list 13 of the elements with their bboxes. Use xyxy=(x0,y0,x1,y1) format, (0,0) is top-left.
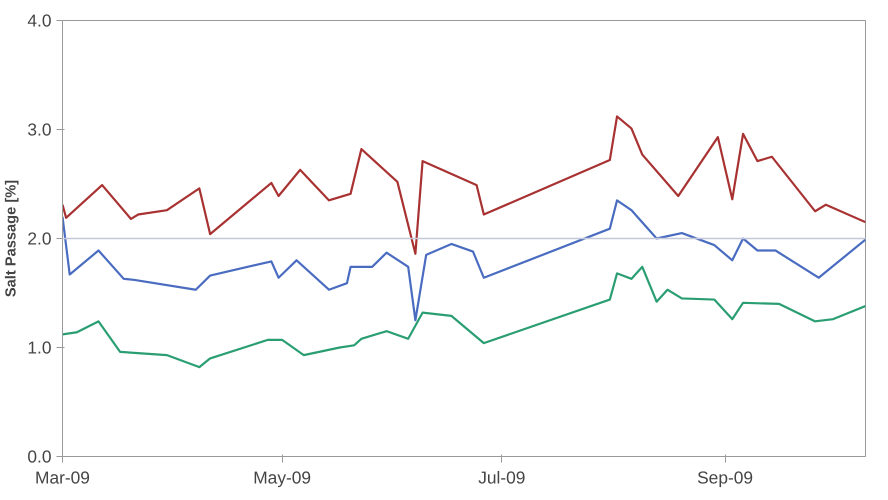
x-tick-label: May-09 xyxy=(253,468,312,488)
x-tick-label: Mar-09 xyxy=(35,468,90,488)
x-tick-label: Sep-09 xyxy=(697,468,754,488)
y-tick-label: 2.0 xyxy=(27,228,52,248)
line-series xyxy=(62,199,866,322)
y-tick-label: 4.0 xyxy=(27,10,52,30)
x-tick-label: Jul-09 xyxy=(478,468,526,488)
y-axis-title: Salt Passage [%] xyxy=(3,180,20,298)
line-series xyxy=(62,266,866,368)
y-tick-label: 0.0 xyxy=(27,446,52,466)
line-series xyxy=(62,115,866,255)
y-tick-label: 3.0 xyxy=(27,120,52,140)
y-tick-label: 1.0 xyxy=(27,338,52,358)
